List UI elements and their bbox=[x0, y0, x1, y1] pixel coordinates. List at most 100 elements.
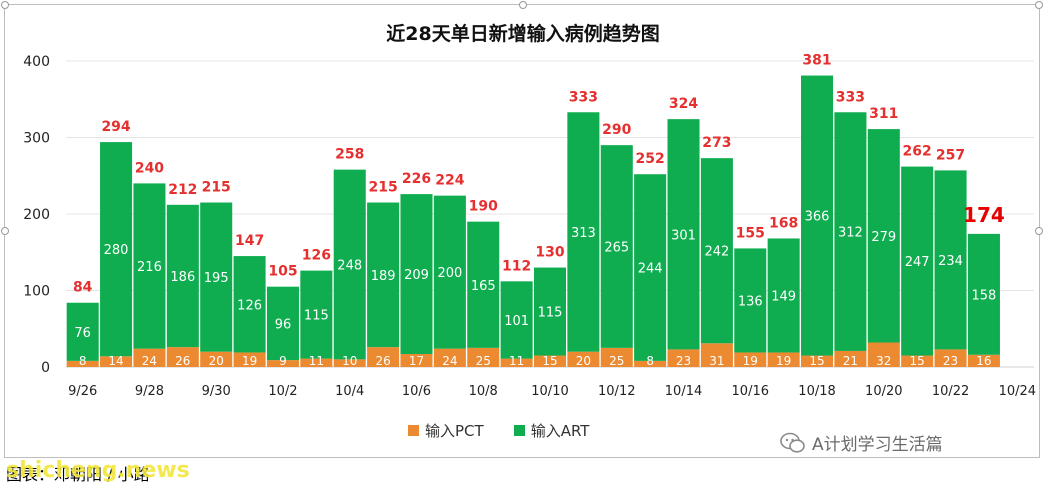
data-label-art: 280 bbox=[104, 243, 129, 258]
bar-pct bbox=[700, 343, 733, 367]
bar-pct bbox=[233, 352, 266, 367]
bar-art bbox=[734, 248, 767, 353]
bar-pct bbox=[100, 356, 133, 367]
x-tick-label: 10/10 bbox=[531, 384, 568, 399]
data-label-pct: 15 bbox=[542, 354, 557, 368]
data-label-art: 136 bbox=[738, 294, 763, 309]
bar-pct bbox=[734, 352, 767, 367]
data-label-pct: 19 bbox=[242, 354, 257, 368]
data-label-art: 200 bbox=[437, 266, 462, 281]
data-label-total: 112 bbox=[502, 258, 531, 274]
data-label-pct: 17 bbox=[409, 354, 424, 368]
data-label-art: 312 bbox=[838, 226, 863, 241]
legend-label-art: 输入ART bbox=[530, 422, 590, 440]
data-label-art: 126 bbox=[237, 298, 262, 313]
legend-swatch-pct bbox=[408, 425, 419, 436]
bar-art bbox=[433, 195, 466, 349]
data-label-total: 262 bbox=[903, 144, 932, 160]
data-label-total: 84 bbox=[73, 280, 93, 296]
x-tick-label: 9/26 bbox=[68, 384, 97, 399]
wechat-icon bbox=[780, 432, 805, 453]
data-label-art: 242 bbox=[704, 245, 729, 260]
data-label-art: 265 bbox=[604, 241, 629, 256]
data-label-art: 247 bbox=[905, 255, 930, 270]
data-label-art: 234 bbox=[938, 254, 963, 269]
data-label-pct: 19 bbox=[743, 354, 758, 368]
data-label-art: 209 bbox=[404, 268, 429, 283]
bar-pct bbox=[300, 358, 333, 367]
bar-pct bbox=[433, 348, 466, 367]
data-label-total: 190 bbox=[469, 199, 498, 215]
bar-art bbox=[667, 119, 700, 350]
bar-art bbox=[700, 158, 733, 344]
data-label-pct: 11 bbox=[509, 354, 524, 368]
bar-art bbox=[533, 267, 567, 356]
legend: 输入PCT 输入ART bbox=[408, 420, 589, 441]
data-label-art: 313 bbox=[571, 226, 596, 241]
data-label-total: 147 bbox=[235, 233, 264, 249]
bar-art bbox=[367, 202, 400, 348]
bar-art bbox=[500, 281, 533, 359]
watermark: A计划学习生活篇 bbox=[780, 430, 943, 455]
bar-pct bbox=[400, 353, 433, 367]
data-label-total: 324 bbox=[669, 96, 698, 112]
data-label-pct: 25 bbox=[609, 354, 624, 368]
bar-pct bbox=[533, 355, 567, 367]
data-label-pct: 21 bbox=[843, 354, 858, 368]
bar-pct bbox=[266, 360, 299, 367]
resize-handle-top-left[interactable] bbox=[1, 1, 9, 9]
x-tick-label: 9/28 bbox=[135, 384, 164, 399]
data-label-total: 126 bbox=[302, 248, 331, 264]
y-tick-label: 400 bbox=[23, 54, 50, 70]
data-label-total: 215 bbox=[368, 180, 397, 196]
x-axis: 9/26 9/28 9/30 10/2 10/4 10/6 10/8 10/10 10/12 10… bbox=[68, 384, 1036, 399]
y-tick-label: 300 bbox=[23, 131, 50, 147]
data-label-pct: 20 bbox=[209, 354, 224, 368]
bar-art bbox=[767, 238, 800, 353]
x-tick-label: 10/14 bbox=[665, 384, 702, 399]
bar-art bbox=[266, 286, 299, 361]
resize-handle-top-center[interactable] bbox=[519, 1, 527, 9]
bar-pct bbox=[567, 351, 600, 367]
data-label-pct: 23 bbox=[676, 354, 691, 368]
x-tick-label: 10/4 bbox=[335, 384, 364, 399]
bar-art bbox=[333, 169, 366, 360]
data-label-total: 240 bbox=[135, 160, 164, 176]
data-label-pct: 26 bbox=[375, 354, 390, 368]
bar-pct bbox=[500, 358, 533, 367]
y-tick-label: 200 bbox=[23, 207, 50, 223]
x-tick-label: 10/2 bbox=[268, 384, 297, 399]
data-label-pct: 11 bbox=[309, 354, 324, 368]
bar-art bbox=[300, 270, 333, 359]
resize-handle-middle-right[interactable] bbox=[1035, 227, 1043, 235]
bar-art bbox=[934, 170, 967, 350]
resize-handle-top-right[interactable] bbox=[1035, 1, 1043, 9]
data-label-total: 311 bbox=[869, 106, 898, 122]
legend-swatch-art bbox=[513, 425, 525, 436]
legend-label-pct: 输入PCT bbox=[425, 422, 484, 440]
bar-pct bbox=[901, 355, 934, 367]
data-label-total: 215 bbox=[202, 180, 231, 196]
data-labels: 8768414280294242162402618621220195215191… bbox=[73, 53, 1005, 368]
data-label-total: 155 bbox=[736, 225, 765, 241]
data-label-art: 101 bbox=[504, 314, 529, 329]
x-tick-label: 10/20 bbox=[865, 384, 902, 399]
bar-pct bbox=[767, 352, 800, 367]
bar-pct bbox=[634, 360, 667, 367]
data-label-pct: 16 bbox=[976, 354, 991, 368]
data-label-art: 366 bbox=[805, 210, 830, 225]
bar-art bbox=[867, 129, 900, 343]
bar-art bbox=[100, 142, 133, 357]
bar-art bbox=[600, 145, 633, 348]
legend-item-art[interactable]: 输入ART bbox=[513, 420, 590, 441]
data-label-total: 168 bbox=[769, 215, 798, 231]
data-label-art: 279 bbox=[871, 230, 896, 245]
bar-pct bbox=[934, 349, 967, 367]
data-label-pct: 10 bbox=[342, 354, 357, 368]
data-label-pct: 8 bbox=[646, 354, 654, 368]
legend-item-pct[interactable]: 输入PCT bbox=[408, 420, 484, 441]
bar-pct bbox=[133, 348, 166, 367]
bar-art bbox=[801, 75, 834, 356]
bar-pct bbox=[333, 359, 366, 367]
resize-handle-middle-left[interactable] bbox=[1, 227, 9, 235]
